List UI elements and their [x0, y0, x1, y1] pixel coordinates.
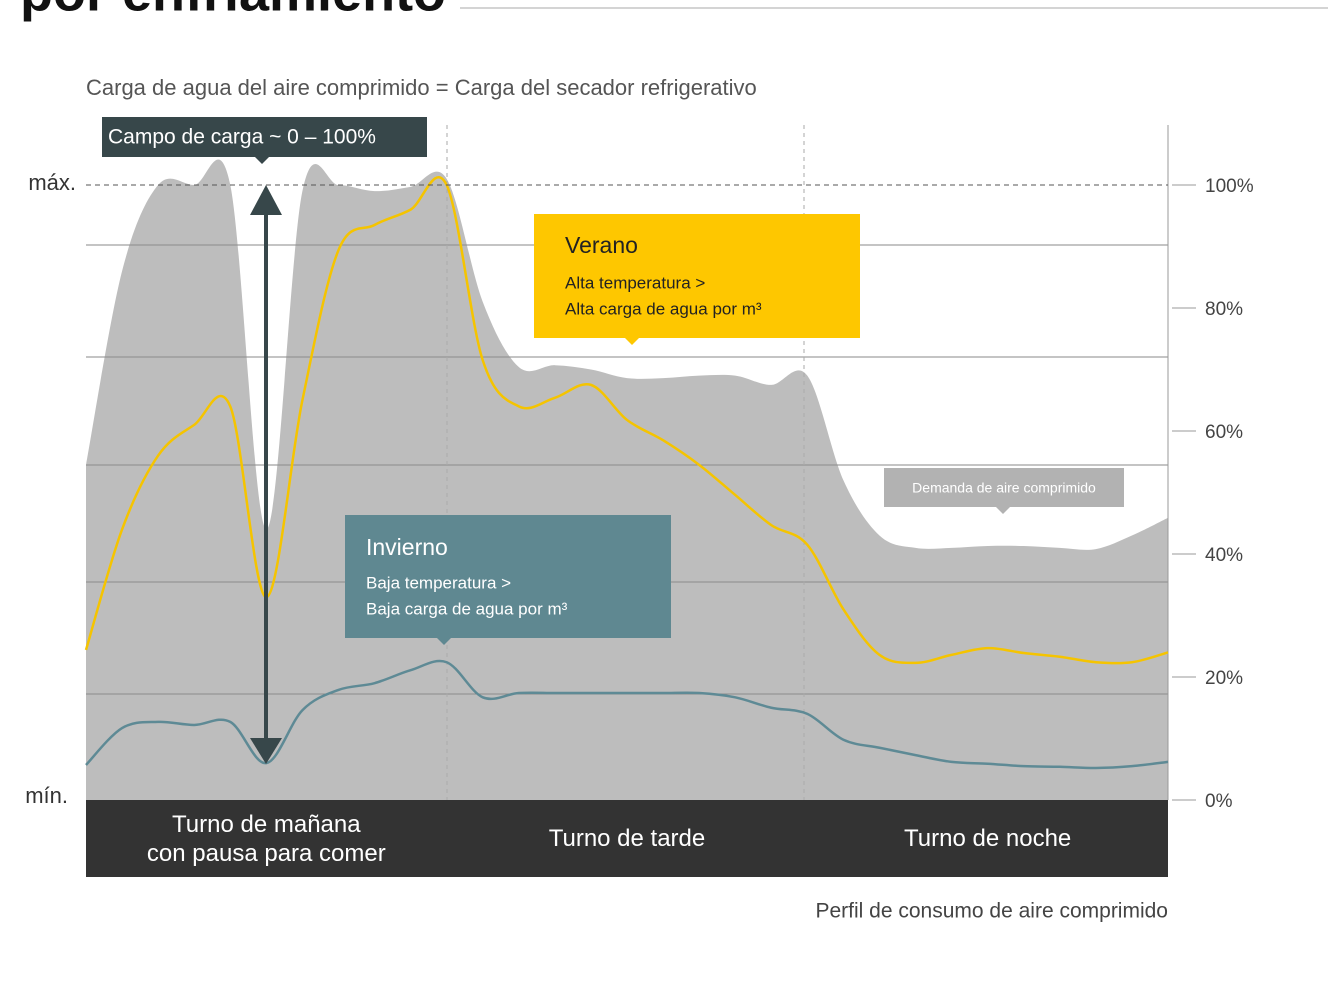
callout-text: Baja carga de agua por m³	[366, 599, 568, 618]
callout-pointer	[996, 507, 1010, 514]
callout-text: Baja temperatura >	[366, 573, 511, 592]
min-label: mín.	[25, 783, 68, 808]
callout-pointer	[437, 638, 451, 645]
callout-text: Alta temperatura >	[565, 273, 705, 292]
arrow-head	[250, 738, 282, 764]
x-category-label: Turno de noche	[904, 825, 1072, 852]
y-tick-label: 80%	[1205, 299, 1243, 320]
callout-pointer	[255, 157, 269, 164]
callout-pointer	[625, 338, 639, 345]
x-category-label: Turno de tarde	[548, 825, 706, 852]
category-cell: Turno de mañana con pausa para comer	[146, 810, 386, 867]
shift-dividers	[446, 125, 805, 877]
y-tick-label: 100%	[1205, 176, 1254, 197]
callout-text: Demanda de aire comprimido	[912, 480, 1096, 496]
y-tick-label: 40%	[1205, 545, 1243, 566]
x-category-label: Turno de mañana con pausa para comer	[146, 810, 386, 867]
categories: Turno de mañana con pausa para comer Turn…	[146, 810, 1072, 867]
max-label: máx.	[28, 170, 76, 195]
category-cell: Turno de noche	[904, 825, 1072, 852]
demand-area	[86, 159, 1168, 801]
demand-callout: Demanda de aire comprimido	[884, 468, 1124, 514]
callout-title: Verano	[565, 232, 638, 258]
y-tick-label: 60%	[1205, 422, 1243, 443]
category-cell: Turno de tarde	[548, 825, 706, 852]
load-line	[84, 176, 1169, 665]
winter-callout: Invierno Baja temperatura > Baja carga d…	[345, 515, 671, 645]
callout-text: Campo de carga ~ 0 – 100%	[108, 126, 376, 149]
subtitle: Carga de agua del aire comprimido = Carg…	[86, 75, 757, 100]
shift-band	[86, 800, 1168, 877]
y-tick-label: 0%	[1205, 791, 1233, 812]
y-ticks: 0% 20% 40% 60% 80% 100%	[86, 176, 1254, 812]
callout-text: Alta carga de agua por m³	[565, 299, 762, 318]
callout-box	[345, 515, 671, 638]
summer-callout: Verano Alta temperatura > Alta carga de …	[534, 214, 860, 345]
callout-title: Invierno	[366, 534, 448, 560]
page-title: por enfriamiento	[20, 0, 446, 22]
y-tick-label: 20%	[1205, 668, 1243, 689]
areas	[86, 159, 1168, 801]
x-label: Perfil de consumo de aire comprimido	[816, 900, 1169, 923]
range-callout: Campo de carga ~ 0 – 100%	[102, 117, 427, 164]
callout-box	[102, 117, 427, 157]
arrow-head	[250, 185, 282, 215]
range-arrow	[250, 185, 282, 764]
callout-box	[884, 468, 1124, 507]
callout-box	[534, 214, 860, 338]
